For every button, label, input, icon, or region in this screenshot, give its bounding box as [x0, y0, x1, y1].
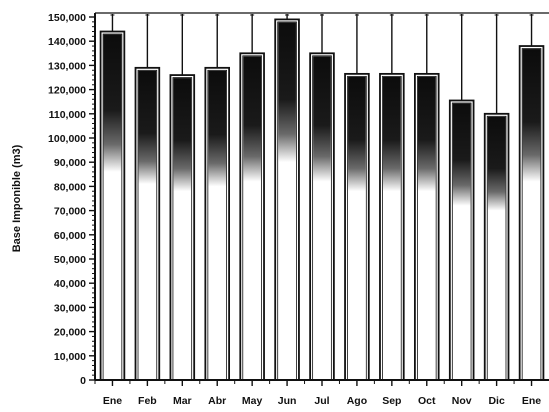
- y-tick-label: 30,000: [54, 302, 86, 314]
- bar-fill: [417, 76, 436, 192]
- y-tick-label: 10,000: [54, 351, 86, 363]
- y-tick-label: 140,000: [48, 36, 86, 48]
- y-tick-label: 60,000: [54, 230, 86, 242]
- x-tick-label: Mar: [173, 395, 192, 407]
- bar-group: [379, 14, 405, 381]
- y-tick-label: 90,000: [54, 157, 86, 169]
- y-axis-title: Base Imponible (m3): [11, 144, 23, 252]
- y-tick-label: 110,000: [49, 109, 87, 121]
- bar-fill: [138, 70, 157, 184]
- x-tick-label: Ene: [103, 395, 122, 407]
- bar-group: [169, 14, 196, 381]
- y-tick-label: 150,000: [48, 12, 86, 24]
- y-tick-label: 70,000: [54, 206, 86, 218]
- y-tick-label: 40,000: [54, 278, 86, 290]
- bar-fill: [278, 22, 296, 163]
- y-tick-label: 130,000: [48, 60, 86, 72]
- bar-group: [518, 14, 545, 381]
- bar-group: [483, 14, 510, 381]
- bar-fill: [313, 56, 331, 182]
- bar-group: [448, 14, 475, 381]
- bar-group: [134, 14, 161, 381]
- bar-group: [413, 14, 440, 381]
- x-tick-label: Dic: [488, 395, 505, 407]
- x-tick-label: Nov: [452, 395, 472, 407]
- bar-fill: [452, 103, 471, 206]
- bar-fill: [243, 56, 262, 182]
- y-tick-label: 120,000: [48, 85, 86, 97]
- bar-fill: [208, 70, 227, 187]
- x-tick-label: Jul: [314, 395, 329, 407]
- x-tick-label: Sep: [382, 395, 401, 407]
- bar-group: [204, 14, 231, 381]
- bar-fill: [522, 49, 541, 182]
- x-tick-label: Ene: [522, 395, 541, 407]
- bar-fill: [103, 34, 122, 172]
- x-tick-label: Jun: [278, 395, 297, 407]
- bar-fill: [382, 76, 401, 192]
- bar-group: [344, 14, 370, 381]
- y-tick-label: 0: [80, 375, 86, 387]
- bar-fill: [173, 78, 192, 192]
- bar-fill: [487, 116, 506, 211]
- x-tick-label: Abr: [208, 395, 226, 407]
- bar-group: [309, 14, 335, 381]
- bar-group: [99, 14, 126, 381]
- y-tick-label: 50,000: [54, 254, 86, 266]
- y-tick-label: 20,000: [54, 327, 86, 339]
- x-tick-label: May: [242, 395, 263, 407]
- y-tick-label: 80,000: [54, 181, 86, 193]
- x-tick-label: Ago: [347, 395, 367, 407]
- bar-fill: [348, 76, 366, 192]
- x-tick-label: Feb: [138, 395, 157, 407]
- y-tick-label: 100,000: [48, 133, 86, 145]
- x-tick-label: Oct: [418, 395, 436, 407]
- bar-group: [274, 14, 300, 381]
- bar-group: [239, 14, 265, 381]
